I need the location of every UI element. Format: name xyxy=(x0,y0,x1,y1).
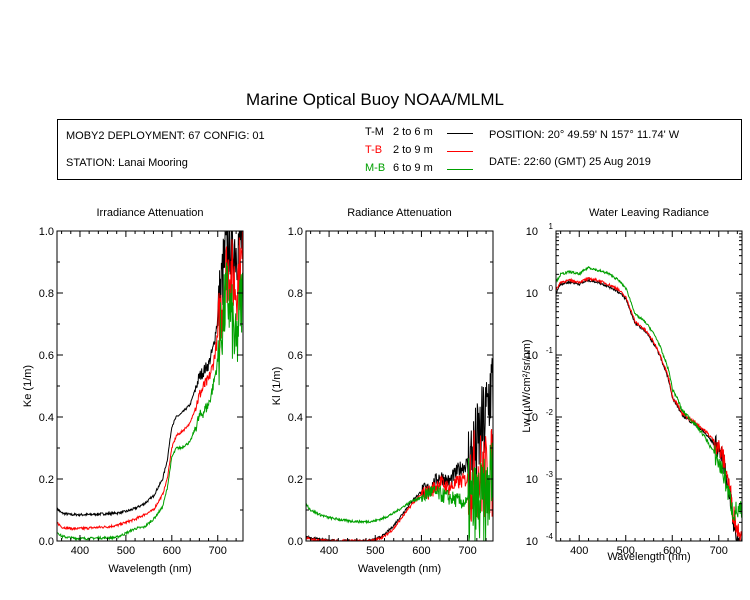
legend-tb-name: T-B xyxy=(365,144,383,156)
y-tick-label: 0.4 xyxy=(288,412,303,424)
y-tick-label: 10 xyxy=(526,288,538,300)
figure-title: Marine Optical Buoy NOAA/MLML xyxy=(246,90,504,109)
y-tick-label: 0.4 xyxy=(39,412,54,424)
series-line-m-b xyxy=(57,262,243,541)
legend-tb-range: 2 to 9 m xyxy=(393,144,433,156)
y-tick-label: 0.2 xyxy=(39,474,54,486)
x-tick-label: 500 xyxy=(117,545,135,557)
chart-title: Radiance Attenuation xyxy=(347,207,452,219)
x-tick-label: 600 xyxy=(163,545,181,557)
x-tick-label: 700 xyxy=(458,545,476,557)
deployment-label: MOBY2 DEPLOYMENT: 67 CONFIG: 01 xyxy=(66,130,265,142)
x-tick-label: 400 xyxy=(71,545,89,557)
y-tick-exponent: 0 xyxy=(549,284,554,293)
y-tick-label: 0.6 xyxy=(288,350,303,362)
y-axis-label: Kl (1/m) xyxy=(271,367,283,406)
series-line-t-m xyxy=(57,231,243,518)
series-line-m-b xyxy=(556,266,742,521)
x-axis-label: Wavelength (nm) xyxy=(108,563,191,575)
y-tick-label: 0.0 xyxy=(39,536,54,548)
x-tick-label: 500 xyxy=(366,545,384,557)
series-line-t-b xyxy=(306,429,493,541)
x-tick-label: 400 xyxy=(570,545,588,557)
y-axis-label: Ke (1/m) xyxy=(22,365,34,407)
x-tick-label: 700 xyxy=(209,545,227,557)
legend-mb-name: M-B xyxy=(365,162,386,174)
legend-tm-name: T-M xyxy=(365,126,384,138)
series-line-m-b xyxy=(306,442,493,541)
y-tick-label: 0.8 xyxy=(288,288,303,300)
position-label: POSITION: 20° 49.59' N 157° 11.74' W xyxy=(489,129,680,141)
y-tick-label: 1.0 xyxy=(39,226,54,238)
y-tick-label: 0.6 xyxy=(39,350,54,362)
chart-title: Irradiance Attenuation xyxy=(96,207,203,219)
y-tick-label: 10 xyxy=(526,536,538,548)
x-axis-label: Wavelength (nm) xyxy=(607,551,690,563)
y-tick-exponent: -3 xyxy=(546,470,554,479)
legend-mb-line xyxy=(447,169,473,170)
y-tick-label: 0.0 xyxy=(288,536,303,548)
x-tick-label: 700 xyxy=(710,545,728,557)
series-line-t-b xyxy=(556,276,742,541)
series-line-t-b xyxy=(57,231,243,532)
legend-tm-line xyxy=(447,133,473,134)
legend-tb-line xyxy=(447,151,473,152)
x-tick-label: 600 xyxy=(663,545,681,557)
series-line-t-m xyxy=(556,277,742,541)
chart-title: Water Leaving Radiance xyxy=(589,207,709,219)
legend-mb-range: 6 to 9 m xyxy=(393,162,433,174)
plot-frame xyxy=(305,230,494,542)
y-tick-label: 0.2 xyxy=(288,474,303,486)
x-tick-label: 500 xyxy=(617,545,635,557)
date-label: DATE: 22:60 (GMT) 25 Aug 2019 xyxy=(489,156,651,168)
x-tick-label: 400 xyxy=(320,545,338,557)
y-tick-exponent: -2 xyxy=(546,408,554,417)
station-label: STATION: Lanai Mooring xyxy=(66,157,188,169)
y-tick-label: 10 xyxy=(526,350,538,362)
plot-frame xyxy=(555,230,743,542)
x-tick-label: 600 xyxy=(412,545,430,557)
y-tick-label: 10 xyxy=(526,412,538,424)
y-tick-exponent: -1 xyxy=(546,346,554,355)
series-line-t-m xyxy=(306,357,493,541)
y-tick-exponent: 1 xyxy=(549,222,554,231)
y-tick-exponent: -4 xyxy=(546,532,554,541)
x-axis-label: Wavelength (nm) xyxy=(358,563,441,575)
y-tick-label: 1.0 xyxy=(288,226,303,238)
legend-tm-range: 2 to 6 m xyxy=(393,126,433,138)
info-box: MOBY2 DEPLOYMENT: 67 CONFIG: 01 STATION:… xyxy=(57,119,742,180)
y-axis-label: Lw (µW/cm²/sr/nm) xyxy=(521,339,533,432)
plot-frame xyxy=(56,230,244,542)
y-tick-label: 10 xyxy=(526,474,538,486)
y-tick-label: 0.8 xyxy=(39,288,54,300)
y-tick-label: 10 xyxy=(526,226,538,238)
